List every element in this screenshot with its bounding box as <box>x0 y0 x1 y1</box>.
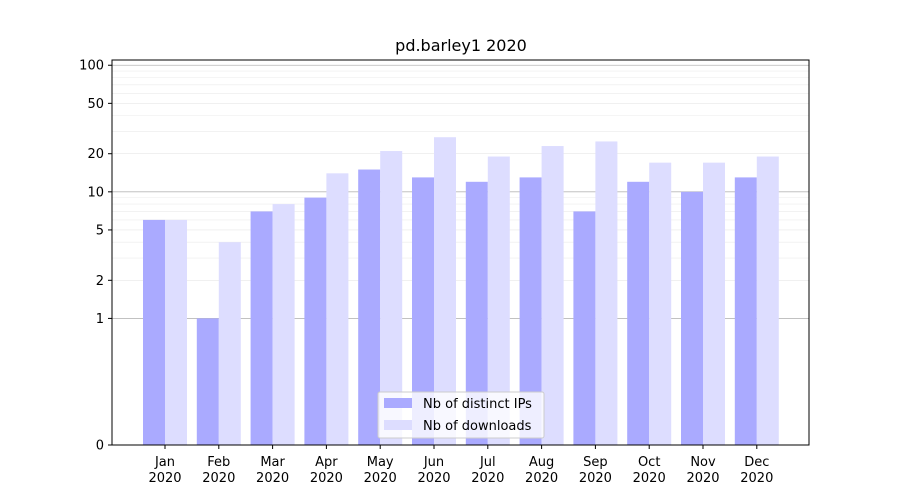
bar-downloads <box>272 204 295 445</box>
legend-box <box>377 391 545 439</box>
bar-ips <box>250 211 273 445</box>
y-tick-label: 2 <box>96 274 104 289</box>
x-tick-label-year: 2020 <box>525 471 558 486</box>
bar-ips <box>304 197 327 445</box>
chart-title: pd.barley1 2020 <box>395 36 527 55</box>
y-axis: 0 1 2 5 10 20 50 100 <box>79 59 112 454</box>
bar-downloads <box>649 162 672 445</box>
x-tick-label-month: Aug <box>529 455 554 470</box>
bar-downloads <box>487 156 510 446</box>
x-tick-label-year: 2020 <box>740 471 773 486</box>
legend-swatch-downloads <box>384 420 412 430</box>
bar-downloads <box>595 141 618 445</box>
bar-ips <box>358 169 381 445</box>
bar-downloads <box>326 173 349 445</box>
plot-frame <box>111 59 810 446</box>
x-tick-label-month: Apr <box>315 455 338 470</box>
bar-ips <box>143 219 165 445</box>
bar-ips <box>196 318 219 445</box>
legend-label-ips: Nb of distinct IPs <box>423 397 532 412</box>
bar-ips <box>465 181 488 445</box>
x-tick-label-month: Oct <box>638 455 660 470</box>
y-tick-label: 5 <box>96 223 104 238</box>
y-tick-label: 1 <box>96 312 104 327</box>
bar-ips <box>519 177 542 446</box>
bar-downloads <box>541 146 564 445</box>
bar-downloads <box>756 156 779 446</box>
legend-label-downloads: Nb of downloads <box>423 419 532 434</box>
x-tick-label-month: Jan <box>154 455 175 470</box>
bar-downloads <box>380 151 403 445</box>
bar-downloads <box>703 162 725 445</box>
bar-downloads <box>434 137 456 446</box>
x-tick-label-month: Sep <box>583 455 608 470</box>
x-axis: Jan2020Feb2020Mar2020Apr2020May2020Jun20… <box>148 445 773 486</box>
bar-ips <box>681 191 703 445</box>
y-tick-label: 10 <box>87 185 104 200</box>
x-tick-label-year: 2020 <box>256 471 289 486</box>
x-tick-label-month: Jul <box>479 455 496 470</box>
x-tick-label-year: 2020 <box>417 471 450 486</box>
legend: Nb of distinct IPs Nb of downloads <box>377 391 545 439</box>
x-tick-label-year: 2020 <box>364 471 397 486</box>
bar-ips <box>412 177 434 446</box>
x-tick-label-month: Dec <box>744 455 769 470</box>
bar-downloads <box>165 219 187 445</box>
bar-ips <box>734 177 757 446</box>
y-tick-label: 20 <box>87 147 104 162</box>
x-tick-label-year: 2020 <box>686 471 719 486</box>
x-tick-label-month: Mar <box>260 455 285 470</box>
x-tick-label-year: 2020 <box>148 471 181 486</box>
x-tick-label-year: 2020 <box>310 471 343 486</box>
x-tick-label-year: 2020 <box>633 471 666 486</box>
y-tick-label: 0 <box>96 439 104 454</box>
bar-ips <box>627 181 650 445</box>
bar-ips <box>573 211 596 445</box>
bars <box>143 137 779 446</box>
y-tick-label: 100 <box>79 59 104 74</box>
legend-swatch-ips <box>384 398 412 408</box>
x-tick-label-month: Jun <box>423 455 444 470</box>
x-tick-label-year: 2020 <box>471 471 504 486</box>
x-tick-label-year: 2020 <box>202 471 235 486</box>
x-tick-label-month: Feb <box>207 455 230 470</box>
x-tick-label-month: May <box>367 455 394 470</box>
bar-downloads <box>218 242 241 445</box>
y-tick-label: 50 <box>87 97 104 112</box>
x-tick-label-month: Nov <box>690 455 716 470</box>
x-tick-label-year: 2020 <box>579 471 612 486</box>
